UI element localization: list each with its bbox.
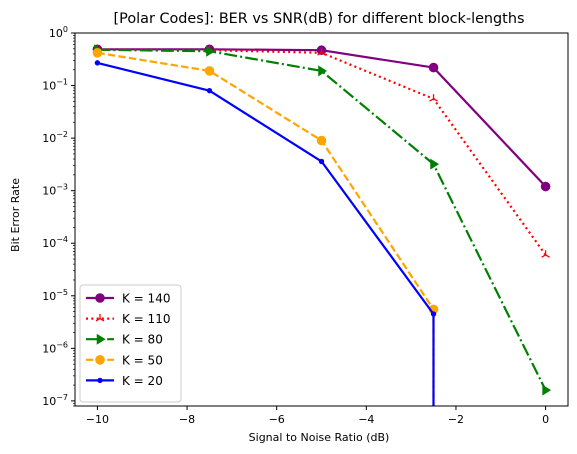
legend-marker-3 bbox=[95, 355, 105, 365]
data-point-1-3 bbox=[429, 94, 438, 102]
legend-label-2: K = 80 bbox=[122, 333, 163, 347]
data-point-3-0 bbox=[92, 48, 103, 58]
data-point-2-1 bbox=[206, 45, 215, 57]
data-point-0-3 bbox=[428, 62, 439, 73]
series-1 bbox=[93, 45, 550, 258]
data-point-3-1 bbox=[204, 66, 215, 76]
y-tick-label-7: 10−7 bbox=[42, 393, 68, 408]
y-tick-label-0: 100 bbox=[49, 25, 68, 40]
series-4 bbox=[94, 60, 437, 406]
legend-label-4: K = 20 bbox=[122, 374, 163, 388]
y-tick-label-6: 10−6 bbox=[42, 340, 68, 355]
series-layer bbox=[92, 44, 552, 406]
data-point-4-1 bbox=[206, 87, 213, 94]
x-tick-label-4: −2 bbox=[448, 413, 464, 426]
axes: −10 −8 −6 −4 −2 0 100 10−1 10−2 10−3 10−4 10−5 10−6 1… bbox=[42, 25, 569, 426]
legend: K = 140 K = 110 K = 80 K = 50 K = 20 bbox=[79, 284, 182, 403]
x-tick-label-0: −10 bbox=[86, 413, 109, 426]
y-tick-label-3: 10−3 bbox=[42, 183, 68, 198]
plot-frame bbox=[74, 32, 569, 407]
y-tick-label-2: 10−2 bbox=[42, 130, 68, 145]
legend-marker-4 bbox=[97, 377, 103, 384]
legend-box bbox=[79, 284, 182, 403]
legend-label-3: K = 50 bbox=[122, 353, 163, 367]
series-0 bbox=[92, 44, 551, 192]
x-tick-label-5: 0 bbox=[542, 413, 549, 426]
data-point-2-2 bbox=[318, 65, 328, 77]
data-point-3-2 bbox=[316, 135, 327, 146]
data-point-4-0 bbox=[94, 60, 101, 66]
data-point-4-2 bbox=[318, 158, 325, 165]
chart-title: [Polar Codes]: BER vs SNR(dB) for differ… bbox=[114, 11, 525, 27]
legend-marker-2 bbox=[96, 333, 106, 345]
data-point-0-4 bbox=[540, 181, 551, 192]
legend-marker-0 bbox=[95, 293, 105, 303]
legend-marker-1 bbox=[95, 314, 105, 322]
x-tick-label-2: −6 bbox=[269, 413, 285, 426]
series-line-2 bbox=[97, 48, 547, 391]
x-axis-label: Signal to Noise Ratio (dB) bbox=[249, 431, 390, 444]
data-point-1-4 bbox=[541, 250, 550, 258]
legend-label-1: K = 110 bbox=[122, 312, 170, 326]
data-point-1-2 bbox=[317, 48, 326, 56]
y-tick-label-4: 10−4 bbox=[42, 235, 68, 250]
data-point-2-3 bbox=[430, 158, 440, 170]
x-tick-label-1: −8 bbox=[179, 413, 195, 426]
data-point-4-3 bbox=[430, 311, 437, 317]
legend-label-0: K = 140 bbox=[122, 292, 170, 306]
y-tick-label-1: 10−1 bbox=[42, 78, 68, 93]
y-tick-label-5: 10−5 bbox=[42, 288, 68, 303]
y-axis-label: Bit Error Rate bbox=[9, 178, 22, 252]
x-tick-label-3: −4 bbox=[358, 413, 374, 426]
data-point-2-4 bbox=[542, 384, 552, 396]
